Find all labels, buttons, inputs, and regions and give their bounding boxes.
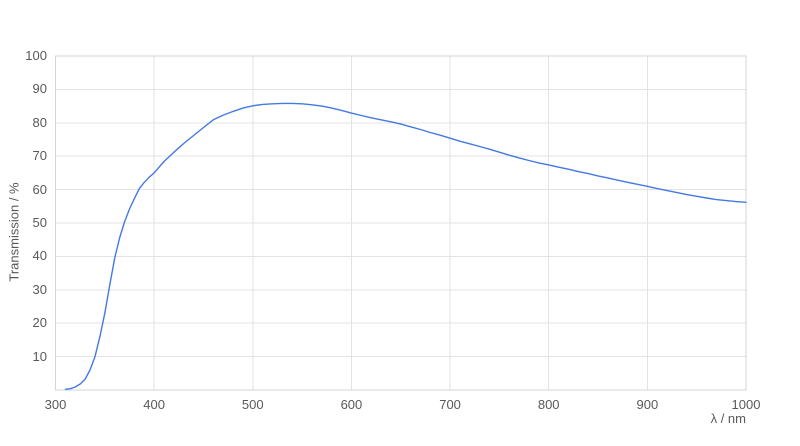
y-tick-label: 70 [32, 148, 47, 164]
x-tick-label: 500 [241, 397, 264, 412]
y-tick-label: 100 [25, 48, 47, 63]
y-tick-label: 10 [32, 348, 47, 364]
y-tick-label: 40 [32, 248, 47, 264]
y-tick-label: 50 [32, 215, 47, 230]
y-axis-title: Transmission / % [6, 182, 22, 282]
transmission-curve [64, 102, 747, 390]
x-tick-label: 800 [537, 397, 560, 412]
x-tick-label: 700 [439, 397, 461, 412]
x-tick-label: 600 [340, 397, 363, 412]
x-axis-title: λ / nm [710, 411, 746, 426]
y-tick-label: 20 [32, 315, 47, 331]
plot-border [55, 55, 747, 391]
y-tick-label: 30 [32, 281, 47, 297]
x-tick-label: 300 [44, 397, 67, 412]
y-tick-label: 80 [32, 114, 47, 130]
y-tick-label: 90 [32, 81, 47, 97]
x-tick-label: 1000 [731, 397, 761, 412]
x-tick-label: 900 [636, 397, 659, 412]
y-tick-label: 60 [32, 181, 47, 197]
x-tick-label: 400 [143, 397, 165, 412]
